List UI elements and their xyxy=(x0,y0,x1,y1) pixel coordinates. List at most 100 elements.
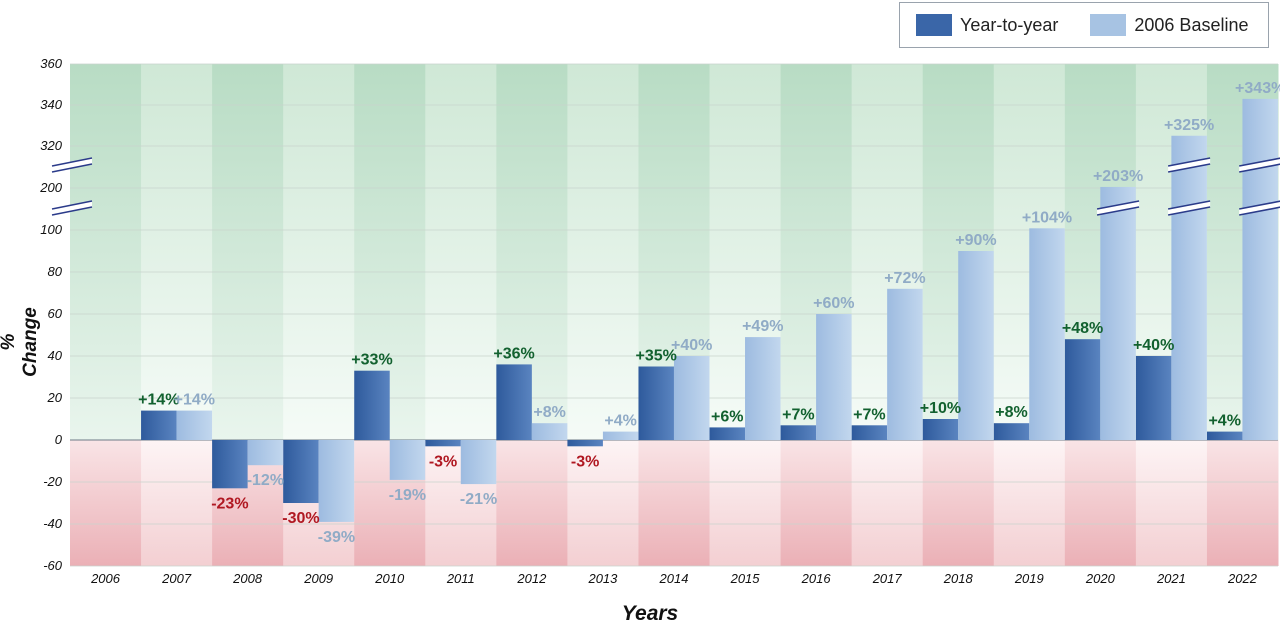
bar-2006-baseline xyxy=(673,356,710,440)
x-tick-label: 2014 xyxy=(659,571,689,586)
data-label-2006-baseline: +4% xyxy=(604,413,636,430)
x-tick-label: 2015 xyxy=(730,571,761,586)
axis-break-line xyxy=(51,206,93,216)
bar-2006-baseline xyxy=(1029,228,1065,440)
data-label-year-to-year: -3% xyxy=(429,453,457,470)
negative-band xyxy=(993,440,1066,566)
data-label-2006-baseline: +60% xyxy=(813,295,854,312)
axis-break-mark xyxy=(1239,158,1280,172)
data-label-year-to-year: -3% xyxy=(571,453,599,470)
x-tick-label: 2016 xyxy=(801,571,832,586)
bar-year-to-year xyxy=(709,427,746,440)
data-label-year-to-year: +48% xyxy=(1062,320,1103,337)
axis-break-line xyxy=(51,157,93,167)
bar-year-to-year xyxy=(922,419,959,440)
positive-band xyxy=(141,64,213,440)
bar-year-to-year xyxy=(780,425,817,440)
x-tick-label: 2022 xyxy=(1227,571,1258,586)
data-label-2006-baseline: -12% xyxy=(247,472,284,489)
bar-2006-baseline xyxy=(602,431,639,440)
legend-label-2006-baseline: 2006 Baseline xyxy=(1134,14,1249,35)
data-label-2006-baseline: +203% xyxy=(1093,168,1143,185)
legend-swatch-year-to-year xyxy=(916,14,952,36)
legend-label-year-to-year: Year-to-year xyxy=(960,14,1059,35)
negative-band xyxy=(1206,440,1279,566)
x-tick-label: 2008 xyxy=(232,571,263,586)
positive-band xyxy=(425,64,497,440)
legend-swatch-2006-baseline xyxy=(1090,14,1127,36)
data-label-2006-baseline: +343% xyxy=(1235,80,1280,97)
y-axis-title: % Change xyxy=(0,307,41,377)
data-label-year-to-year: -23% xyxy=(211,495,248,512)
x-tick-label: 2018 xyxy=(943,571,974,586)
positive-band xyxy=(212,64,284,440)
data-label-2006-baseline: +8% xyxy=(533,404,565,421)
x-tick-label: 2019 xyxy=(1014,571,1044,586)
y-tick-label: -40 xyxy=(43,516,63,531)
y-tick-label: 200 xyxy=(39,180,62,195)
x-tick-label: 2013 xyxy=(587,571,618,586)
data-label-year-to-year: +8% xyxy=(995,404,1027,421)
bar-year-to-year xyxy=(1135,356,1172,440)
data-label-year-to-year: +35% xyxy=(636,348,677,365)
positive-band xyxy=(283,64,355,440)
axis-break-mark xyxy=(52,158,92,172)
bar-2006-baseline xyxy=(318,440,355,522)
bar-2006-baseline xyxy=(887,288,923,440)
axis-break-line xyxy=(1239,163,1280,173)
data-label-year-to-year: +4% xyxy=(1208,413,1240,430)
bar-2006-baseline xyxy=(176,410,213,440)
axis-break-mark xyxy=(52,201,92,215)
negative-band xyxy=(567,440,639,566)
y-tick-label: 100 xyxy=(40,222,62,237)
data-label-year-to-year: +33% xyxy=(351,352,392,369)
bar-year-to-year xyxy=(283,440,319,503)
x-tick-label: 2009 xyxy=(303,571,333,586)
axis-break-line xyxy=(1096,200,1140,210)
axis-break-line xyxy=(1239,206,1280,216)
x-tick-label: 2010 xyxy=(374,571,405,586)
data-label-2006-baseline: +104% xyxy=(1022,209,1072,226)
axis-break-mark xyxy=(1097,201,1140,215)
axis-break-line xyxy=(51,163,93,173)
negative-band xyxy=(709,440,782,566)
bar-year-to-year xyxy=(567,440,603,447)
data-label-year-to-year: +7% xyxy=(853,406,885,423)
legend-item-2006-baseline: 2006 Baseline xyxy=(1090,14,1248,36)
x-tick-label: 2011 xyxy=(446,571,475,586)
x-tick-label: 2020 xyxy=(1085,571,1116,586)
y-tick-label: 320 xyxy=(40,138,62,153)
bar-year-to-year xyxy=(1064,339,1101,440)
axis-breaks xyxy=(51,157,1280,216)
y-tick-label: 80 xyxy=(48,264,63,279)
data-label-2006-baseline: +325% xyxy=(1164,117,1214,134)
bar-year-to-year xyxy=(141,410,177,440)
data-label-2006-baseline: -39% xyxy=(318,529,355,546)
axis-break-line xyxy=(1239,157,1280,167)
plot-background xyxy=(70,64,1279,566)
x-tick-label: 2006 xyxy=(90,571,121,586)
axis-break-line xyxy=(51,200,93,210)
legend: Year-to-year 2006 Baseline xyxy=(899,2,1269,48)
bar-year-to-year xyxy=(851,425,888,440)
positive-band xyxy=(70,64,142,440)
axis-break-mark xyxy=(1168,158,1211,172)
bar-year-to-year xyxy=(425,440,461,447)
axis-break-mark xyxy=(1239,201,1280,215)
x-tick-label: 2017 xyxy=(872,571,903,586)
y-tick-label: -60 xyxy=(43,558,63,573)
bar-2006-baseline xyxy=(958,251,994,440)
y-tick-label: -20 xyxy=(43,474,63,489)
bar-2006-baseline xyxy=(389,440,426,480)
bar-year-to-year xyxy=(993,423,1030,440)
axis-break-line xyxy=(1239,200,1280,210)
data-label-2006-baseline: +72% xyxy=(884,270,925,287)
data-label-2006-baseline: -19% xyxy=(389,487,426,504)
bar-2006-baseline xyxy=(460,440,497,485)
y-tick-label: 20 xyxy=(47,390,63,405)
negative-band xyxy=(1064,440,1137,566)
legend-item-year-to-year: Year-to-year xyxy=(916,14,1058,36)
bar-2006-baseline xyxy=(531,423,568,440)
